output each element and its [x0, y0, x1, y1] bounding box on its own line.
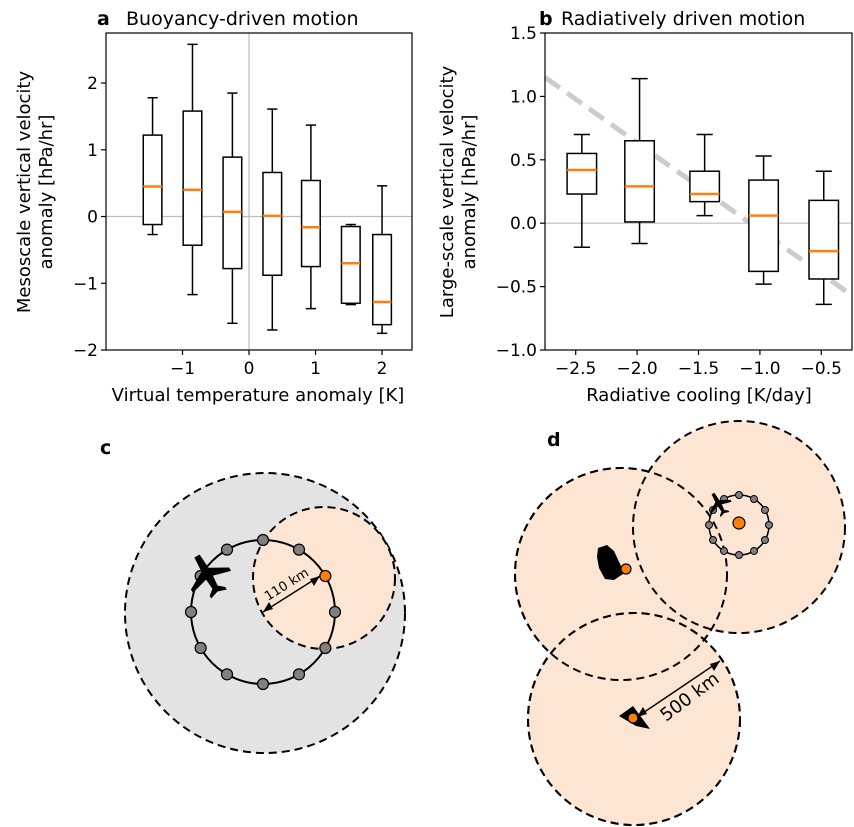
sonde-point-small: [765, 521, 773, 529]
airplane-icon: [190, 554, 232, 599]
box-6: [372, 185, 393, 335]
box-5: [340, 223, 361, 306]
sonde-point: [328, 605, 342, 619]
box-iqr: [182, 110, 203, 246]
box-iqr: [624, 140, 656, 223]
panel-a-letter: a: [97, 8, 110, 30]
y-tick-label: −1.0: [496, 341, 537, 361]
x-tick-label: −0.5: [801, 359, 842, 379]
sonde-point-small: [709, 536, 718, 544]
box-iqr: [566, 152, 598, 195]
x-tick-label: −2.0: [616, 359, 657, 379]
y-tick-label: −2: [73, 341, 98, 361]
panel-a-frame: [105, 32, 413, 351]
sonde-point: [184, 605, 198, 619]
panel-b-ylabel-line1: Large-scale vertical velocity: [437, 65, 458, 318]
box-iqr: [300, 179, 321, 268]
x-tick-label: −1.0: [739, 359, 780, 379]
airplane-icon-small: [709, 492, 732, 517]
trend-line: [543, 75, 854, 298]
y-tick-label: 1.5: [510, 24, 537, 44]
aircraft-center-point: [732, 516, 746, 530]
box-iqr: [808, 199, 840, 280]
x-tick-label: 1: [310, 359, 321, 379]
sonde-point-small: [705, 521, 713, 529]
scale-arrowhead-500-end: [710, 661, 720, 671]
sonde-point-small: [750, 546, 758, 555]
sonde-point-small: [760, 536, 769, 544]
y-tick-label: −1: [73, 274, 98, 294]
y-tick-label: 1: [87, 141, 98, 161]
box-0: [566, 133, 598, 249]
panel-d-letter: d: [547, 429, 561, 451]
panel-b-frame: [544, 32, 853, 351]
box-1: [182, 43, 203, 296]
y-tick-label: 0: [87, 208, 98, 228]
sonde-point: [256, 533, 270, 547]
sonde-point: [220, 668, 234, 681]
box-1: [624, 77, 656, 245]
sonde-point: [319, 641, 332, 655]
sonde-point-small: [720, 546, 728, 555]
box-3: [748, 155, 780, 285]
box-iqr: [340, 225, 361, 305]
scale-arrowhead-500-start: [637, 707, 647, 717]
scale-arrowhead-start: [263, 602, 273, 612]
y-tick-label: −0.5: [496, 278, 537, 298]
scale-arrow-110km: [262, 575, 321, 613]
y-tick-label: 1.0: [510, 87, 537, 107]
sonde-point: [194, 641, 207, 655]
ship-circle-outline: [527, 612, 741, 826]
panel-c-diagram: c 110 km: [100, 437, 406, 754]
box-4: [808, 170, 840, 306]
panel-b-letter: b: [539, 8, 553, 30]
box-2: [222, 92, 243, 325]
panel-a-xlabel: Virtual temperature anomaly [K]: [112, 385, 405, 406]
island-circle-outline: [514, 467, 728, 681]
box-4: [300, 124, 321, 310]
panel-d-diagram: d 500 km: [514, 420, 846, 826]
sonde-point: [292, 668, 306, 681]
box-iqr: [689, 170, 721, 203]
box-0: [142, 96, 163, 236]
x-tick-label: −2.5: [555, 359, 596, 379]
sonde-point: [256, 677, 270, 691]
panel-b-xlabel: Radiative cooling [K/day]: [586, 385, 812, 406]
scale-arrow-500km: [636, 660, 721, 718]
island-icon: [597, 545, 623, 580]
y-tick-label: 0.5: [510, 151, 537, 171]
panel-b-boxplot: b Radiatively driven motion Large-scale …: [437, 8, 854, 406]
panel-a-ylabel-line1: Mesoscale vertical velocity: [14, 71, 35, 314]
panel-a-ylabel-line2: anomaly [hPa/hr]: [36, 115, 57, 270]
panel-b-ylabel-line2: anomaly [hPa/hr]: [459, 115, 480, 270]
x-tick-label: 0: [244, 359, 255, 379]
panel-a-boxplot: a Buoyancy-driven motion Mesoscale verti…: [14, 8, 413, 406]
panel-a-title: Buoyancy-driven motion: [126, 8, 359, 30]
y-tick-label: 0.0: [510, 214, 537, 234]
x-tick-label: 2: [377, 359, 388, 379]
scale-arrowhead-end: [310, 576, 320, 586]
sonde-point: [292, 543, 306, 556]
box-3: [262, 108, 283, 331]
island-point: [620, 563, 632, 575]
sonde-point-small: [750, 495, 758, 504]
sonde-point-small: [735, 491, 743, 499]
panel-c-letter: c: [100, 437, 111, 459]
ship-point: [627, 712, 639, 724]
x-tick-label: −1.5: [678, 359, 719, 379]
y-tick-label: 2: [87, 74, 98, 94]
box-iqr: [748, 179, 780, 273]
sonde-point-small: [760, 506, 769, 514]
box-iqr: [262, 171, 283, 277]
panel-b-title: Radiatively driven motion: [561, 8, 805, 30]
sonde-point: [220, 543, 234, 556]
sonde-point-highlight: [319, 569, 332, 583]
box-2: [689, 133, 721, 217]
box-iqr: [372, 233, 393, 326]
box-iqr: [142, 134, 163, 226]
sonde-point-small: [735, 551, 743, 559]
x-tick-label: −1: [170, 359, 195, 379]
